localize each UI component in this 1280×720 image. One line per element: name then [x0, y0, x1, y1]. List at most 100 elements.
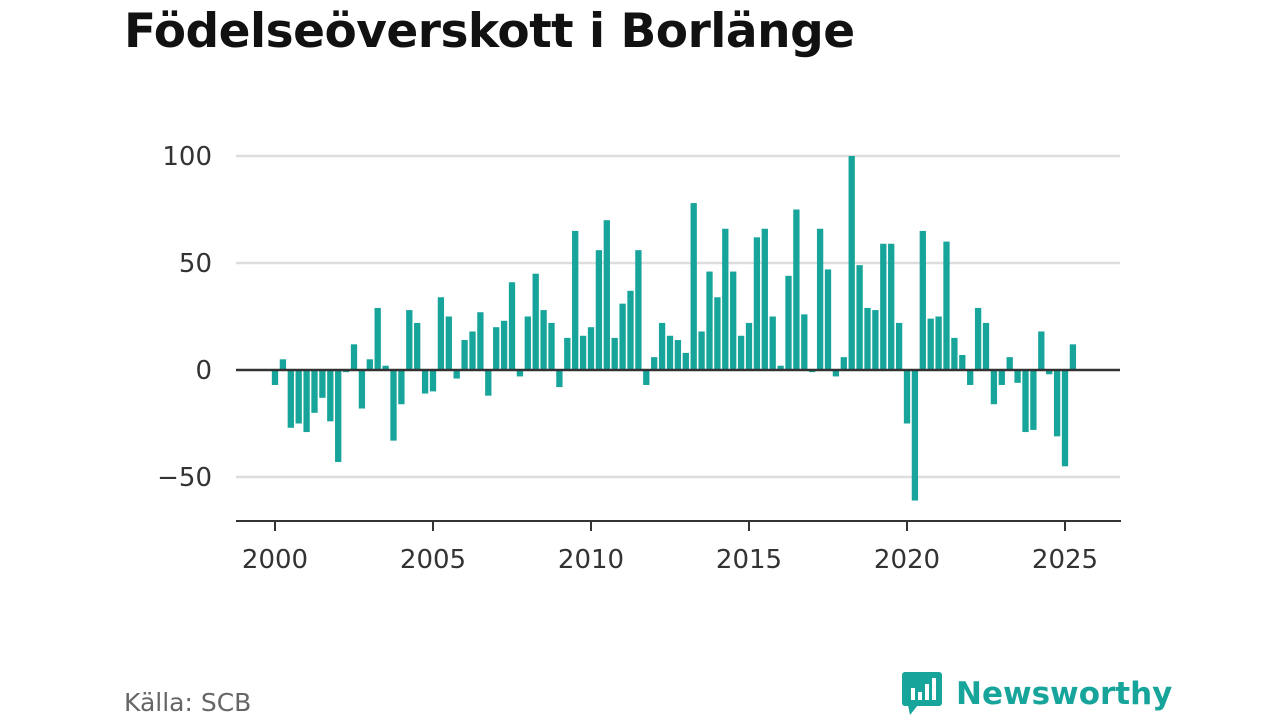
bar: [532, 273, 539, 370]
bar: [777, 365, 784, 370]
bar: [816, 228, 824, 370]
bar: [366, 359, 373, 370]
bar: [271, 370, 279, 385]
bar: [840, 357, 847, 370]
bar: [477, 312, 484, 370]
bar: [287, 370, 294, 428]
bar: [1046, 370, 1053, 375]
bar: [295, 370, 302, 424]
bar: [350, 344, 358, 370]
bar: [990, 370, 998, 405]
bar: [769, 316, 776, 370]
bar: [864, 307, 871, 370]
bar: [587, 327, 595, 370]
bar: [627, 290, 634, 370]
bar: [643, 370, 650, 385]
bar: [911, 370, 919, 501]
bar: [445, 316, 452, 370]
bar: [1061, 370, 1069, 467]
bar: [801, 314, 808, 370]
bar: [406, 310, 413, 370]
bar: [856, 265, 863, 370]
bars: [271, 156, 1077, 501]
bar: [722, 228, 729, 370]
bar: [279, 359, 287, 370]
bar: [524, 316, 531, 370]
bar: [903, 370, 911, 424]
bar: [382, 365, 389, 370]
bar: [785, 275, 792, 370]
bar: [619, 303, 626, 370]
bar: [429, 370, 437, 392]
x-tick-label: 2020: [874, 545, 940, 575]
bar: [982, 322, 990, 370]
y-tick-label: −50: [157, 463, 212, 493]
bar: [1014, 370, 1021, 383]
bar: [461, 340, 468, 370]
source-label: Källa: SCB: [124, 688, 252, 717]
x-tick-label: 2025: [1032, 545, 1098, 575]
bar: [1069, 344, 1077, 370]
bar: [303, 370, 310, 433]
x-tick-label: 2005: [400, 545, 466, 575]
bar: [335, 370, 342, 463]
bar: [753, 237, 761, 370]
bar: [951, 337, 958, 370]
gridlines: [236, 154, 1120, 479]
bar: [651, 357, 658, 370]
bar: [658, 322, 666, 370]
bar: [564, 337, 571, 370]
bar: [832, 370, 840, 377]
bar: [895, 322, 903, 370]
chat-bubble-bar-chart-icon: [902, 672, 942, 715]
bar: [698, 331, 705, 370]
bar: [493, 327, 500, 370]
bar: [1030, 370, 1037, 430]
bar: [500, 320, 508, 370]
bar: [761, 228, 768, 370]
bar: [674, 340, 682, 370]
bar: [666, 335, 674, 370]
bar: [548, 322, 555, 370]
bar: [635, 250, 642, 370]
bar: [437, 297, 445, 370]
bar: [959, 355, 966, 370]
bar: [611, 337, 618, 370]
bar: [603, 220, 610, 370]
brand-name: Newsworthy: [956, 676, 1173, 712]
bar: [1006, 357, 1013, 370]
bar: [682, 352, 689, 370]
bar: [572, 230, 579, 370]
bar: [998, 370, 1005, 385]
bar: [730, 271, 737, 370]
bar: [485, 370, 492, 396]
bar: [706, 271, 713, 370]
bar: [508, 282, 516, 370]
bar: [319, 370, 326, 398]
bar: [579, 335, 587, 370]
y-tick-label: 50: [179, 249, 212, 279]
y-axis-ticks: 100 50 0 −50: [157, 142, 212, 493]
x-tick-label: 2010: [558, 545, 624, 575]
bar: [1038, 331, 1045, 370]
bar: [516, 370, 524, 377]
bar: [414, 322, 421, 370]
bar: [919, 230, 926, 370]
bar: [824, 269, 832, 370]
bar: [793, 209, 800, 370]
newsworthy-logo: Newsworthy: [902, 670, 1172, 718]
bar: [714, 297, 721, 370]
bar: [358, 370, 366, 409]
bar: [737, 335, 745, 370]
bar: [311, 370, 318, 413]
bar: [327, 370, 334, 422]
bar: [967, 370, 974, 385]
chart-title: Födelseöverskott i Borlänge: [124, 4, 855, 59]
bar: [974, 307, 982, 370]
bar: [556, 370, 563, 388]
bar: [540, 310, 547, 370]
bar: [927, 318, 934, 370]
y-tick-label: 100: [162, 142, 212, 172]
bar: [935, 316, 942, 370]
